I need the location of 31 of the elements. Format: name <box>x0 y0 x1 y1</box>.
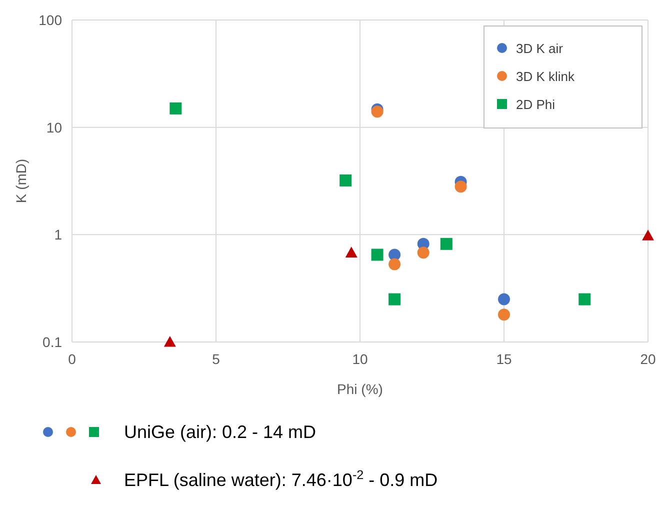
point <box>498 308 510 321</box>
point <box>164 336 176 347</box>
point <box>340 174 352 186</box>
legend-label: 2D Phi <box>516 97 556 112</box>
x-tick-label: 0 <box>68 351 76 367</box>
point <box>371 248 384 261</box>
y-axis-title: K (mD) <box>13 158 29 204</box>
point <box>371 106 384 118</box>
x-axis-title: Phi (%) <box>337 381 383 397</box>
point <box>345 246 358 258</box>
point <box>388 258 401 270</box>
y-tick-label: 100 <box>38 12 62 28</box>
y-tick-label: 1 <box>54 226 62 243</box>
point <box>498 293 510 306</box>
y-tick-label: 0.1 <box>42 334 62 350</box>
legend-label: 3D K air <box>516 41 564 56</box>
x-tick-label: 20 <box>640 351 656 367</box>
point <box>388 293 401 306</box>
text: EPFL (saline water): 7.46·10$^{-2}$ - 0.9 mD <box>124 468 438 490</box>
x-tick-label: 10 <box>352 351 368 367</box>
point <box>417 246 430 259</box>
x-tick-label: 5 <box>212 351 220 367</box>
y-tick-label: 10 <box>46 119 62 136</box>
x-tick-label: 15 <box>496 351 512 367</box>
point <box>454 180 467 193</box>
point <box>642 230 654 240</box>
point <box>440 238 452 250</box>
point <box>578 293 591 306</box>
point <box>170 102 182 114</box>
text: UniGe (air): 0.2 - 14 mD <box>124 422 316 442</box>
legend-label: 3D K klink <box>516 69 576 84</box>
